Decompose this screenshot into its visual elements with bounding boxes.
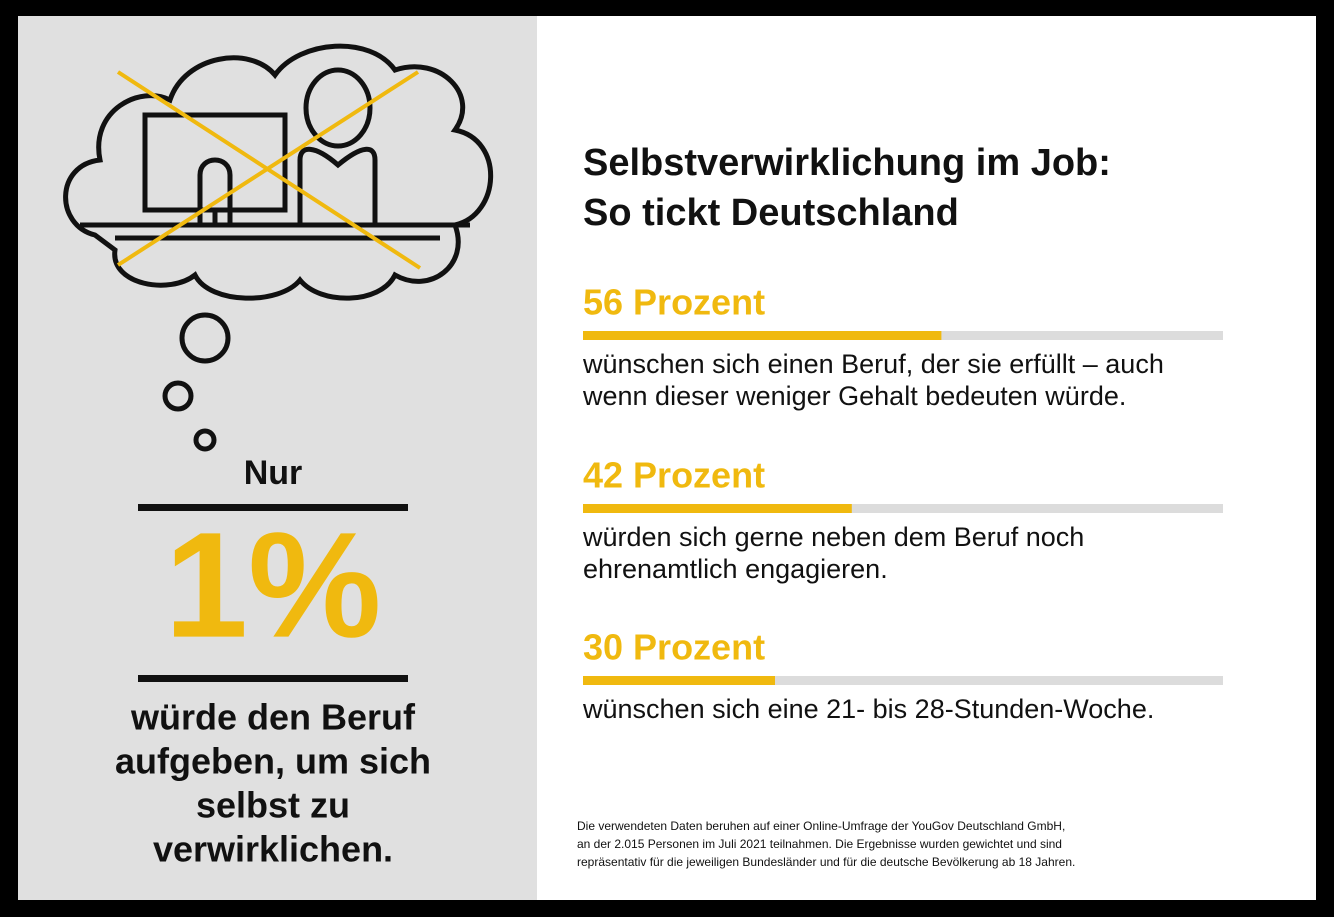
- rule: [138, 504, 408, 511]
- footnote: an der 2.015 Personen im Juli 2021 teiln…: [577, 837, 1062, 851]
- bar-track: [583, 504, 1223, 513]
- bar: [583, 676, 775, 685]
- rule: [138, 675, 408, 682]
- item-text: wünschen sich eine 21- bis 28-Stunden-Wo…: [582, 694, 1154, 724]
- right-panel: [537, 16, 1316, 900]
- cross: [116, 70, 422, 270]
- item-text: wenn dieser weniger Gehalt bedeuten würd…: [582, 381, 1126, 411]
- bar-track: [583, 676, 1223, 685]
- left-text: verwirklichen.: [153, 829, 393, 870]
- item-text: würden sich gerne neben dem Beruf noch: [582, 522, 1084, 552]
- left-text: aufgeben, um sich: [115, 741, 431, 782]
- cloud-icon: [63, 43, 494, 452]
- bar: [583, 504, 852, 513]
- intro: Nur: [244, 454, 303, 492]
- left-text: selbst zu: [196, 785, 350, 826]
- item-text: wünschen sich einen Beruf, der sie erfül…: [582, 349, 1164, 379]
- highlight: 1%: [165, 501, 382, 669]
- item-label: 42 Prozent: [583, 455, 765, 496]
- bar: [583, 331, 942, 340]
- title: So tickt Deutschland: [583, 192, 959, 234]
- item-label: 56 Prozent: [583, 282, 765, 323]
- item-text: ehrenamtlich engagieren.: [583, 554, 888, 584]
- item-label: 30 Prozent: [583, 627, 765, 668]
- left-text: würde den Beruf: [130, 697, 416, 738]
- footnote: Die verwendeten Daten beruhen auf einer …: [577, 819, 1065, 833]
- footnote: repräsentativ für die jeweiligen Bundesl…: [577, 855, 1075, 869]
- title: Selbstverwirklichung im Job:: [583, 142, 1111, 184]
